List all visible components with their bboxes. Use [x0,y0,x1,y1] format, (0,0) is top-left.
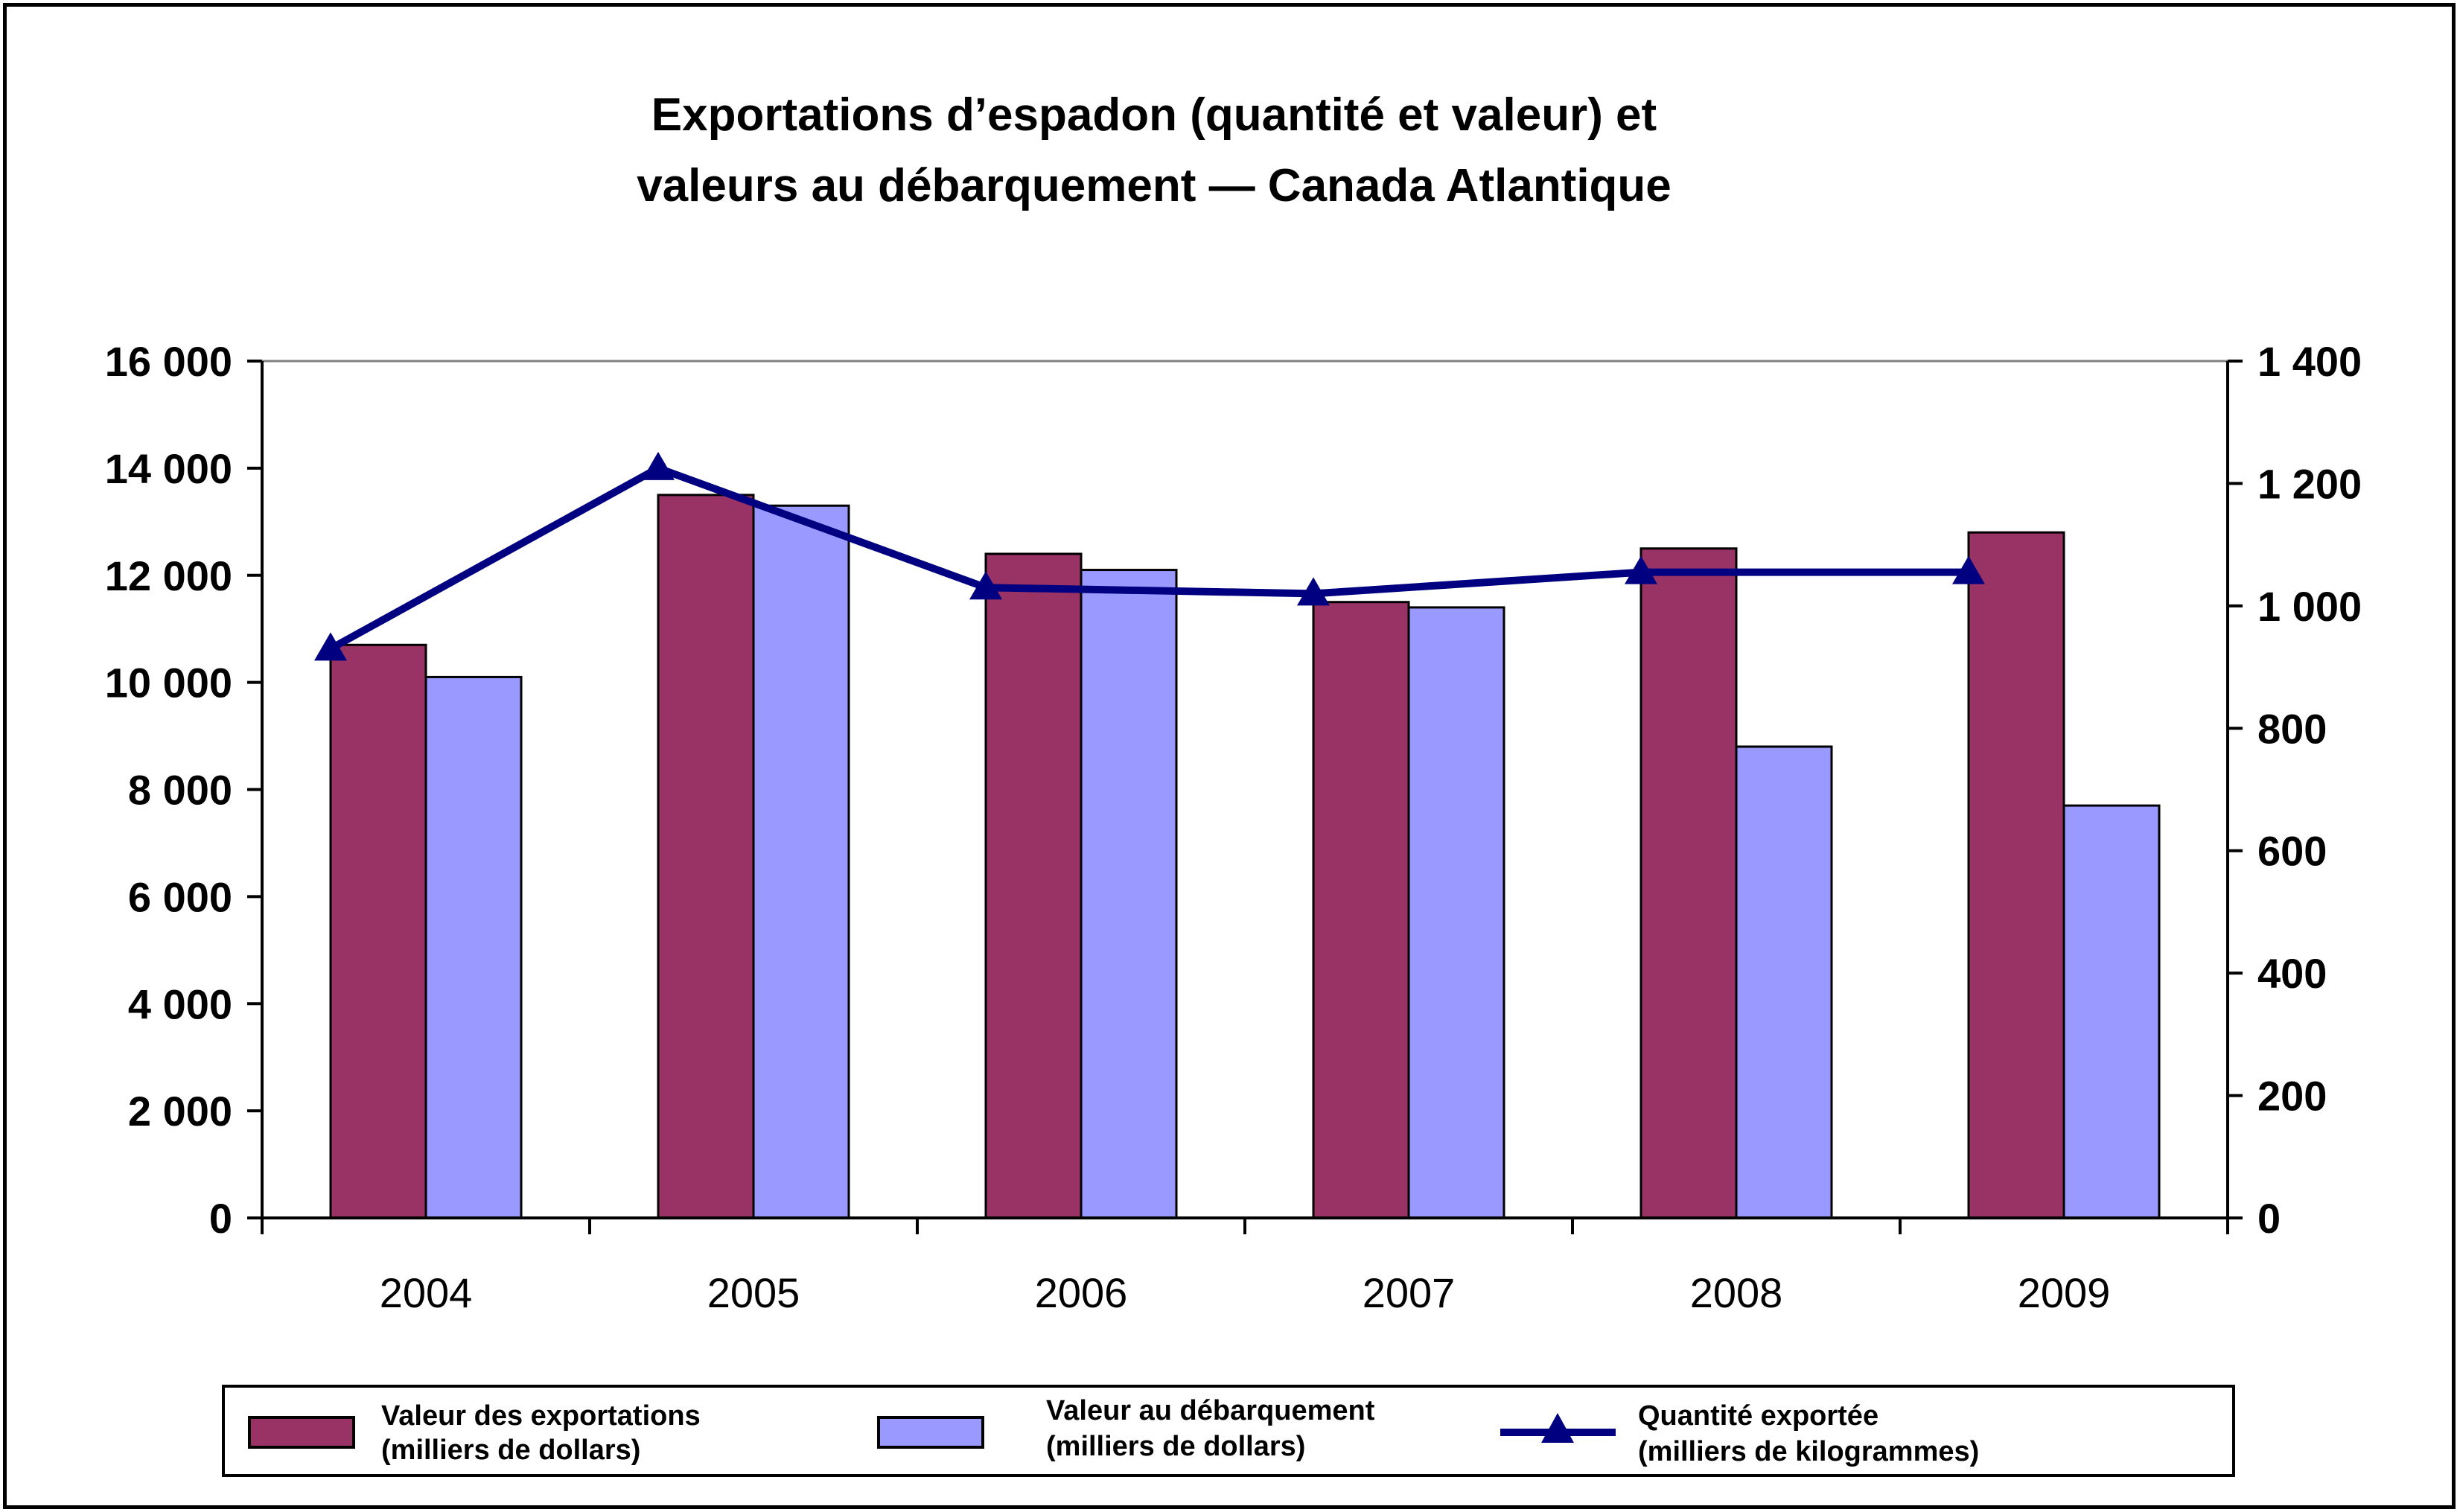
legend-marker-quantity-triangle [1541,1413,1574,1443]
right-axis-ticks: 0 200 400 600 800 1 000 1 200 1 400 [2228,338,2362,1242]
marker-quantity-2009 [1952,555,1985,584]
legend-box [222,1385,2235,1477]
legend-label-quantity-line-1: Quantité exportée [1638,1400,1878,1432]
right-tick-label: 1 200 [2257,460,2362,507]
left-tick-label: 16 000 [105,338,232,385]
left-tick-label: 0 [209,1195,232,1242]
marker-quantity-2005 [642,451,675,480]
x-tick-label: 2008 [1690,1269,1783,1316]
legend-label-quantity-line-2: (milliers de kilogrammes) [1638,1436,1979,1467]
left-tick-label: 6 000 [128,873,232,920]
bar-export-value-2005 [657,494,755,1219]
legend-swatch-landed-value [877,1416,984,1449]
legend-label-export-value-line-1: Valeur des exportations [381,1400,701,1432]
legend-label-landed-value-line-1: Valeur au débarquement [1046,1395,1375,1426]
marker-quantity-2007 [1297,577,1330,606]
right-tick-label: 200 [2257,1073,2327,1120]
right-tick-label: 1 000 [2257,583,2362,630]
bar-export-value-2007 [1312,601,1410,1219]
left-tick-label: 4 000 [128,980,232,1027]
marker-quantity-2008 [1625,555,1657,584]
left-tick-label: 2 000 [128,1088,232,1135]
left-tick-label: 14 000 [105,445,232,492]
legend-label-export-value-line-2: (milliers de dollars) [381,1435,640,1466]
left-tick-label: 8 000 [128,767,232,814]
legend: Valeur des exportations (milliers de dol… [222,1385,2235,1477]
right-tick-label: 600 [2257,828,2327,875]
bar-landed-value-2004 [424,675,523,1219]
x-tick-label: 2005 [707,1269,800,1316]
bar-export-value-2008 [1639,547,1738,1219]
bar-landed-value-2009 [2062,804,2161,1219]
x-tick-label: 2004 [380,1269,473,1316]
bar-export-value-2006 [984,552,1083,1219]
x-tick-label: 2006 [1035,1269,1128,1316]
line-series-group [314,451,1985,661]
chart-title-line-1: Exportations d’espadon (quantité et vale… [651,89,1657,141]
x-tick-label: 2007 [1363,1269,1456,1316]
bar-landed-value-2007 [1407,606,1505,1219]
marker-quantity-2006 [969,571,1002,600]
bar-export-value-2004 [329,643,427,1219]
right-tick-label: 800 [2257,705,2327,752]
chart-title-line-2: valeurs au débarquement — Canada Atlanti… [637,160,1672,211]
x-axis-ticks: 2004 2005 2006 2007 2008 2009 [261,1218,2229,1316]
left-tick-label: 10 000 [105,660,232,706]
legend-swatch-export-value [248,1416,355,1449]
right-tick-label: 400 [2257,950,2327,997]
legend-label-landed-value-line-2: (milliers de dollars) [1046,1431,1305,1462]
right-tick-label: 1 400 [2257,338,2362,385]
line-quantity-exported [328,464,1969,652]
bar-landed-value-2005 [752,504,850,1219]
marker-quantity-2004 [314,632,347,661]
plot-area [261,360,2229,1219]
x-tick-label: 2009 [2018,1269,2111,1316]
bar-export-value-2009 [1967,531,2065,1219]
left-tick-label: 12 000 [105,552,232,599]
bar-landed-value-2008 [1735,745,1833,1219]
right-tick-label: 0 [2257,1195,2281,1242]
left-axis-ticks: 0 2 000 4 000 6 000 8 000 10 000 12 000 14 000 1… [105,338,262,1242]
bar-landed-value-2006 [1080,569,1178,1219]
bars-group [329,494,2161,1219]
